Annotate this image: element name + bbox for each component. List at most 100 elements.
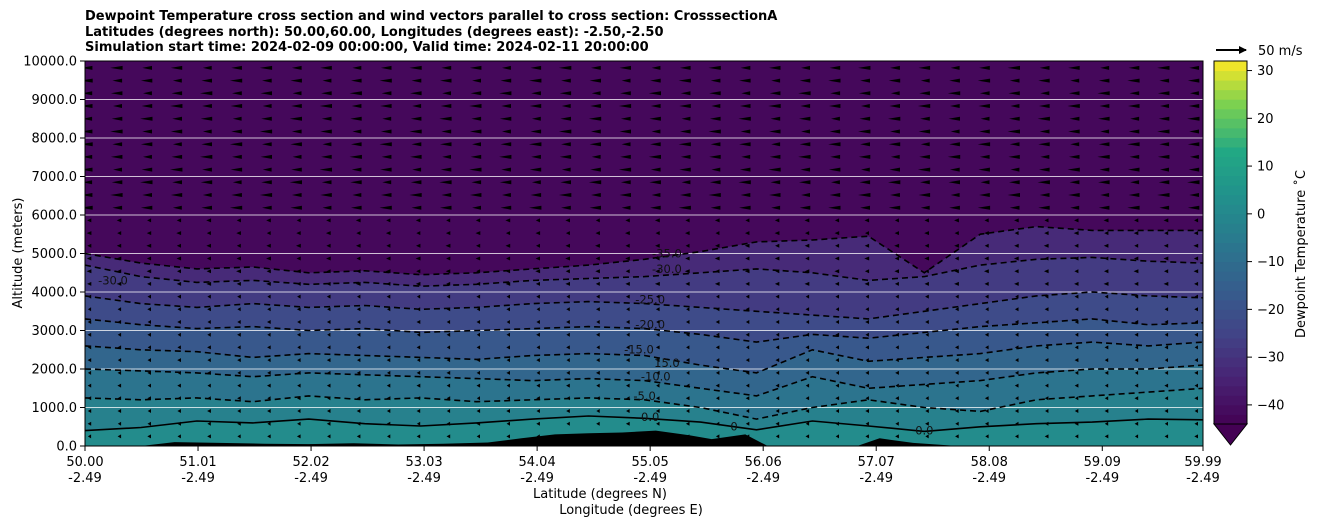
wind-vector	[1104, 332, 1109, 337]
wind-vector	[1074, 409, 1079, 413]
wind-vector	[1098, 142, 1110, 147]
wind-vector	[142, 129, 152, 134]
wind-vector	[326, 218, 331, 223]
wind-vector	[828, 104, 841, 108]
wind-vector	[805, 383, 810, 388]
wind-vector	[709, 91, 721, 96]
wind-vector	[864, 256, 870, 261]
wind-vector	[801, 193, 810, 197]
wind-vector	[232, 91, 242, 96]
wind-vector	[1157, 129, 1170, 134]
wind-vector	[140, 78, 153, 83]
wind-vector	[685, 243, 690, 248]
wind-vector	[769, 193, 781, 197]
wind-vector	[386, 320, 391, 324]
wind-vector	[267, 409, 271, 413]
wind-vector	[505, 218, 511, 223]
wind-vector	[177, 332, 181, 337]
wind-vector	[626, 320, 630, 324]
wind-vector	[561, 167, 571, 172]
wind-vector	[684, 269, 690, 274]
wind-vector	[566, 294, 570, 299]
colorbar-segment	[1214, 146, 1247, 158]
wind-vector	[110, 91, 123, 96]
wind-vector	[117, 370, 122, 375]
wind-vector	[85, 154, 93, 159]
wind-vector	[142, 193, 152, 197]
wind-vector	[739, 142, 751, 147]
wind-vector	[798, 91, 811, 96]
colorbar-tick-label: 30	[1257, 64, 1274, 79]
wind-vector	[561, 205, 571, 210]
chart-title-line-3: Simulation start time: 2024-02-09 00:00:…	[85, 40, 649, 55]
wind-vector	[888, 78, 901, 83]
wind-vector	[379, 78, 392, 83]
contour-line--5.0	[85, 387, 1203, 420]
wind-vector	[625, 358, 630, 363]
wind-vector	[440, 78, 452, 83]
wind-vector	[385, 231, 391, 236]
wind-vector	[85, 205, 93, 210]
wind-vector	[1008, 154, 1020, 159]
wind-vector	[1187, 142, 1200, 147]
wind-vector	[87, 281, 92, 286]
wind-vector	[745, 281, 750, 286]
wind-vector	[834, 281, 840, 286]
wind-vector	[804, 243, 810, 248]
wind-vector	[566, 409, 570, 413]
wind-vector	[290, 205, 302, 210]
wind-vector	[1164, 358, 1168, 363]
wind-vector	[87, 307, 92, 312]
wind-vector	[500, 142, 512, 147]
wind-vector	[380, 129, 392, 134]
colorbar-segment	[1214, 290, 1247, 301]
wind-vector	[1098, 116, 1110, 121]
wind-vector	[382, 116, 392, 121]
wind-vector	[834, 231, 840, 236]
wind-vector	[229, 78, 243, 83]
colorbar-tick-label: −20	[1257, 303, 1284, 318]
wind-vector	[955, 421, 959, 426]
wind-vector	[1159, 205, 1170, 210]
wind-vector	[469, 129, 482, 134]
wind-vector	[410, 154, 422, 159]
wind-vector	[1075, 396, 1079, 401]
wind-vector	[977, 78, 991, 83]
wind-vector	[261, 116, 272, 121]
wind-vector	[1158, 116, 1170, 121]
wind-vector	[112, 142, 123, 147]
wind-vector	[506, 421, 510, 426]
wind-vector	[918, 65, 931, 70]
wind-vector	[686, 370, 690, 375]
wind-vector	[1134, 383, 1139, 388]
wind-vector	[207, 358, 211, 363]
x-tick-label-lat: 53.03	[405, 455, 442, 470]
wind-vector	[895, 383, 899, 388]
y-tick-label: 3000.0	[32, 324, 78, 339]
wind-vector	[535, 218, 540, 223]
contour-line--15.0	[85, 341, 1203, 374]
wind-vector	[206, 269, 211, 274]
wind-vector	[626, 370, 630, 375]
wind-vector	[865, 421, 869, 426]
x-tick-label-lon: -2.49	[181, 471, 215, 486]
wind-vector	[775, 421, 780, 426]
wind-vector	[650, 104, 661, 108]
wind-vector	[894, 281, 899, 286]
wind-vector	[834, 269, 840, 274]
wind-vector	[920, 142, 930, 147]
wind-vector	[147, 294, 151, 299]
wind-vector	[446, 294, 451, 299]
wind-vector	[1044, 218, 1049, 223]
wind-vector	[176, 243, 181, 248]
wind-vector	[716, 332, 720, 337]
wind-vector	[200, 91, 213, 96]
wind-vector	[446, 345, 451, 350]
colorbar-tick-label: −30	[1257, 351, 1284, 366]
wind-vector	[1008, 91, 1020, 96]
wind-vector	[236, 281, 241, 286]
terrain-profile	[85, 430, 1203, 446]
wind-vector	[801, 129, 810, 134]
x-axis-label: Latitude (degrees N)	[533, 487, 667, 502]
wind-vector	[117, 332, 122, 337]
